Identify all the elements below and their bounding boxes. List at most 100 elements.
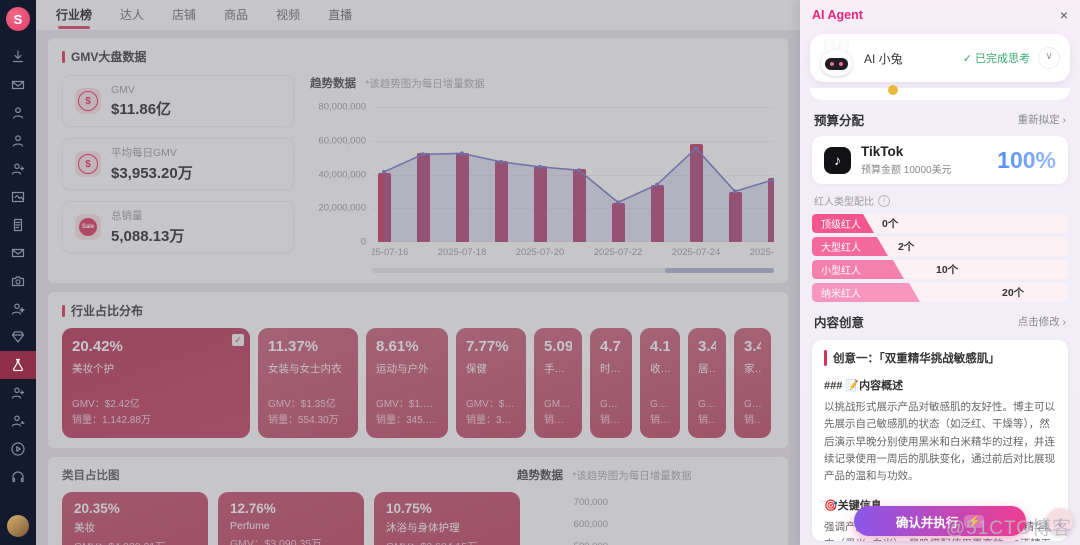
sidebar-item-mail[interactable] bbox=[0, 71, 36, 99]
platform-name: TikTok bbox=[861, 144, 904, 159]
sidebar-item-user-add[interactable] bbox=[0, 155, 36, 183]
trend-plot-area bbox=[372, 107, 774, 242]
tab-3[interactable]: 店铺 bbox=[172, 8, 197, 22]
mini-trend-note-text: *该趋势图为每日增量数据 bbox=[572, 470, 692, 482]
content-edit-link[interactable]: 点击修改 › bbox=[1017, 316, 1066, 328]
sidebar-item-diamond[interactable] bbox=[0, 323, 36, 351]
trend-bar bbox=[494, 161, 508, 242]
industry-card-5[interactable]: 5.09% 手机与数码 GMV：$... 销量：32... bbox=[534, 328, 582, 438]
sidebar-item-user-settings[interactable] bbox=[0, 407, 36, 435]
industry-card-2[interactable]: 11.37% 女装与女士内衣 GMV：$1.35亿 销量：554.30万 bbox=[258, 328, 358, 438]
tab-1[interactable]: 行业榜 bbox=[56, 0, 92, 30]
tab-4[interactable]: 商品 bbox=[224, 8, 249, 22]
gmv-section-title: GMV大盘数据 bbox=[62, 48, 774, 65]
idea-bar bbox=[824, 350, 827, 366]
agent-status-text: 已完成思考 bbox=[975, 53, 1030, 65]
industry-card-9[interactable]: 3.46% 家电 GMV... 销量：... bbox=[734, 328, 771, 438]
industry-sales: 销量：554.30万 bbox=[268, 414, 339, 426]
industry-pct: 20.42% bbox=[72, 338, 123, 355]
close-icon[interactable]: × bbox=[1059, 7, 1068, 23]
budget-redo-link[interactable]: 重新拟定 › bbox=[1017, 114, 1066, 126]
sidebar-item-influencer[interactable] bbox=[0, 295, 36, 323]
stat-text: 总销量 5,088.13万 bbox=[111, 208, 184, 246]
confirm-execute-button[interactable]: 确认并执行 ⚡ bbox=[854, 506, 1026, 536]
y-tick-label: 20,000,000 bbox=[318, 202, 366, 214]
checkbox-checked-icon[interactable]: ✓ bbox=[232, 334, 244, 346]
sidebar-item-document[interactable] bbox=[0, 211, 36, 239]
gridline bbox=[372, 140, 774, 142]
mail-icon bbox=[11, 248, 25, 258]
industry-sales: 销量：32... bbox=[544, 414, 572, 426]
user-plus-icon bbox=[11, 163, 25, 175]
industry-gmv: GMV：... bbox=[600, 399, 622, 410]
category-card-3[interactable]: 10.75% 沐浴与身体护理 GMV：$2,604.15万 bbox=[374, 492, 520, 545]
user-avatar[interactable] bbox=[7, 515, 29, 537]
flask-icon bbox=[12, 358, 24, 372]
doc-icon bbox=[13, 218, 23, 232]
sidebar-item-inbox[interactable] bbox=[0, 239, 36, 267]
check-icon: ✓ bbox=[962, 52, 972, 65]
industry-pct: 4.71% bbox=[600, 338, 622, 355]
industry-card-7[interactable]: 4.15% 收藏品 GMV... 销量：... bbox=[640, 328, 680, 438]
sidebar-item-user-invite[interactable] bbox=[0, 379, 36, 407]
ai-panel-scroll[interactable]: 预算分配 重新拟定 › ♪ TikTok 预算金额 10000美元 100% 红… bbox=[800, 100, 1080, 545]
sidebar-item-user-1[interactable] bbox=[0, 99, 36, 127]
sidebar-item-media[interactable] bbox=[0, 183, 36, 211]
tab-6[interactable]: 直播 bbox=[328, 8, 353, 22]
scroll-down-button[interactable]: ↓ bbox=[1047, 508, 1073, 534]
industry-label: 女装与女士内衣 bbox=[268, 363, 342, 375]
stat-card-3: Sale 总销量 5,088.13万 bbox=[62, 201, 294, 253]
sidebar-item-video[interactable] bbox=[0, 435, 36, 463]
app-logo[interactable]: S bbox=[6, 7, 30, 31]
trend-bar bbox=[572, 169, 586, 242]
industry-gmv: GMV：$1.02亿 bbox=[376, 399, 438, 410]
dollar-coin-glyph: $ bbox=[78, 154, 98, 174]
category-card-1[interactable]: 20.35% 美妆 GMV：$4,929.21万 bbox=[62, 492, 208, 545]
gmv-section-title-text: GMV大盘数据 bbox=[71, 50, 147, 64]
play-icon bbox=[11, 442, 25, 456]
category-pct: 20.35% bbox=[74, 501, 120, 516]
funnel-row-2: 大型红人 2个 bbox=[812, 237, 1068, 256]
industry-card-6[interactable]: 4.71% 时尚配件 GMV：... 销量：3... bbox=[590, 328, 632, 438]
category-card-2[interactable]: 12.76% Perfume GMV：$3,090.35万 bbox=[218, 492, 364, 545]
influencer-funnel: 顶级红人 0个 大型红人 2个 小型红人 10个 纳米红人 20个 bbox=[812, 214, 1068, 302]
sidebar-item-lab[interactable] bbox=[0, 351, 36, 379]
funnel-type-chip: 大型红人 bbox=[812, 237, 888, 256]
tab-2[interactable]: 达人 bbox=[120, 8, 145, 22]
chart-scrollbar-thumb[interactable] bbox=[665, 268, 774, 273]
chart-scrollbar[interactable] bbox=[372, 268, 774, 273]
sidebar-item-user-2[interactable] bbox=[0, 127, 36, 155]
trend-bar bbox=[377, 172, 391, 242]
gridline bbox=[372, 107, 774, 108]
industry-card-1[interactable]: 20.42% 美妆个护 GMV：$2.42亿 销量：1,142.88万 ✓ bbox=[62, 328, 250, 438]
overview-body: 以挑战形式展示产品对敏感肌的友好性。博主可以先展示自己敏感肌的状态（如泛红、干燥… bbox=[824, 401, 1055, 483]
sidebar-item-camera[interactable] bbox=[0, 267, 36, 295]
stat-value: $3,953.20万 bbox=[111, 165, 193, 182]
mini-y-tick-label: 600,000 bbox=[573, 519, 608, 530]
industry-card-8[interactable]: 3.47% 居家日用 GMV... 销量：... bbox=[688, 328, 726, 438]
stat-label: 总销量 bbox=[111, 210, 143, 222]
image-icon bbox=[11, 191, 25, 203]
industry-card-4[interactable]: 7.77% 保健 GMV：$9,211.4... 销量：361.88万 bbox=[456, 328, 526, 438]
industry-gmv: GMV：$... bbox=[544, 399, 572, 410]
sidebar-item-download[interactable] bbox=[0, 43, 36, 71]
industry-metrics: GMV... 销量：... bbox=[744, 397, 761, 428]
stat-label: 平均每日GMV bbox=[111, 147, 177, 159]
trend-bar bbox=[650, 185, 664, 242]
info-icon[interactable]: i bbox=[878, 194, 890, 207]
mini-trend-title: 趋势数据 *该趋势图为每日增量数据 bbox=[517, 467, 692, 483]
industry-label: 手机与数码 bbox=[544, 363, 572, 375]
dollar-coin: $ bbox=[75, 151, 101, 177]
chevron-down-icon[interactable]: ∨ bbox=[1038, 47, 1060, 69]
tab-5[interactable]: 视频 bbox=[276, 8, 301, 22]
sidebar-item-support[interactable] bbox=[0, 463, 36, 491]
y-tick-label: 0 bbox=[360, 236, 366, 248]
tiktok-icon: ♪ bbox=[824, 146, 851, 174]
user-icon bbox=[12, 107, 24, 119]
industry-pct: 5.09% bbox=[544, 338, 572, 355]
sidebar: S bbox=[0, 0, 36, 545]
mini-trend-title-text: 趋势数据 bbox=[517, 470, 563, 482]
